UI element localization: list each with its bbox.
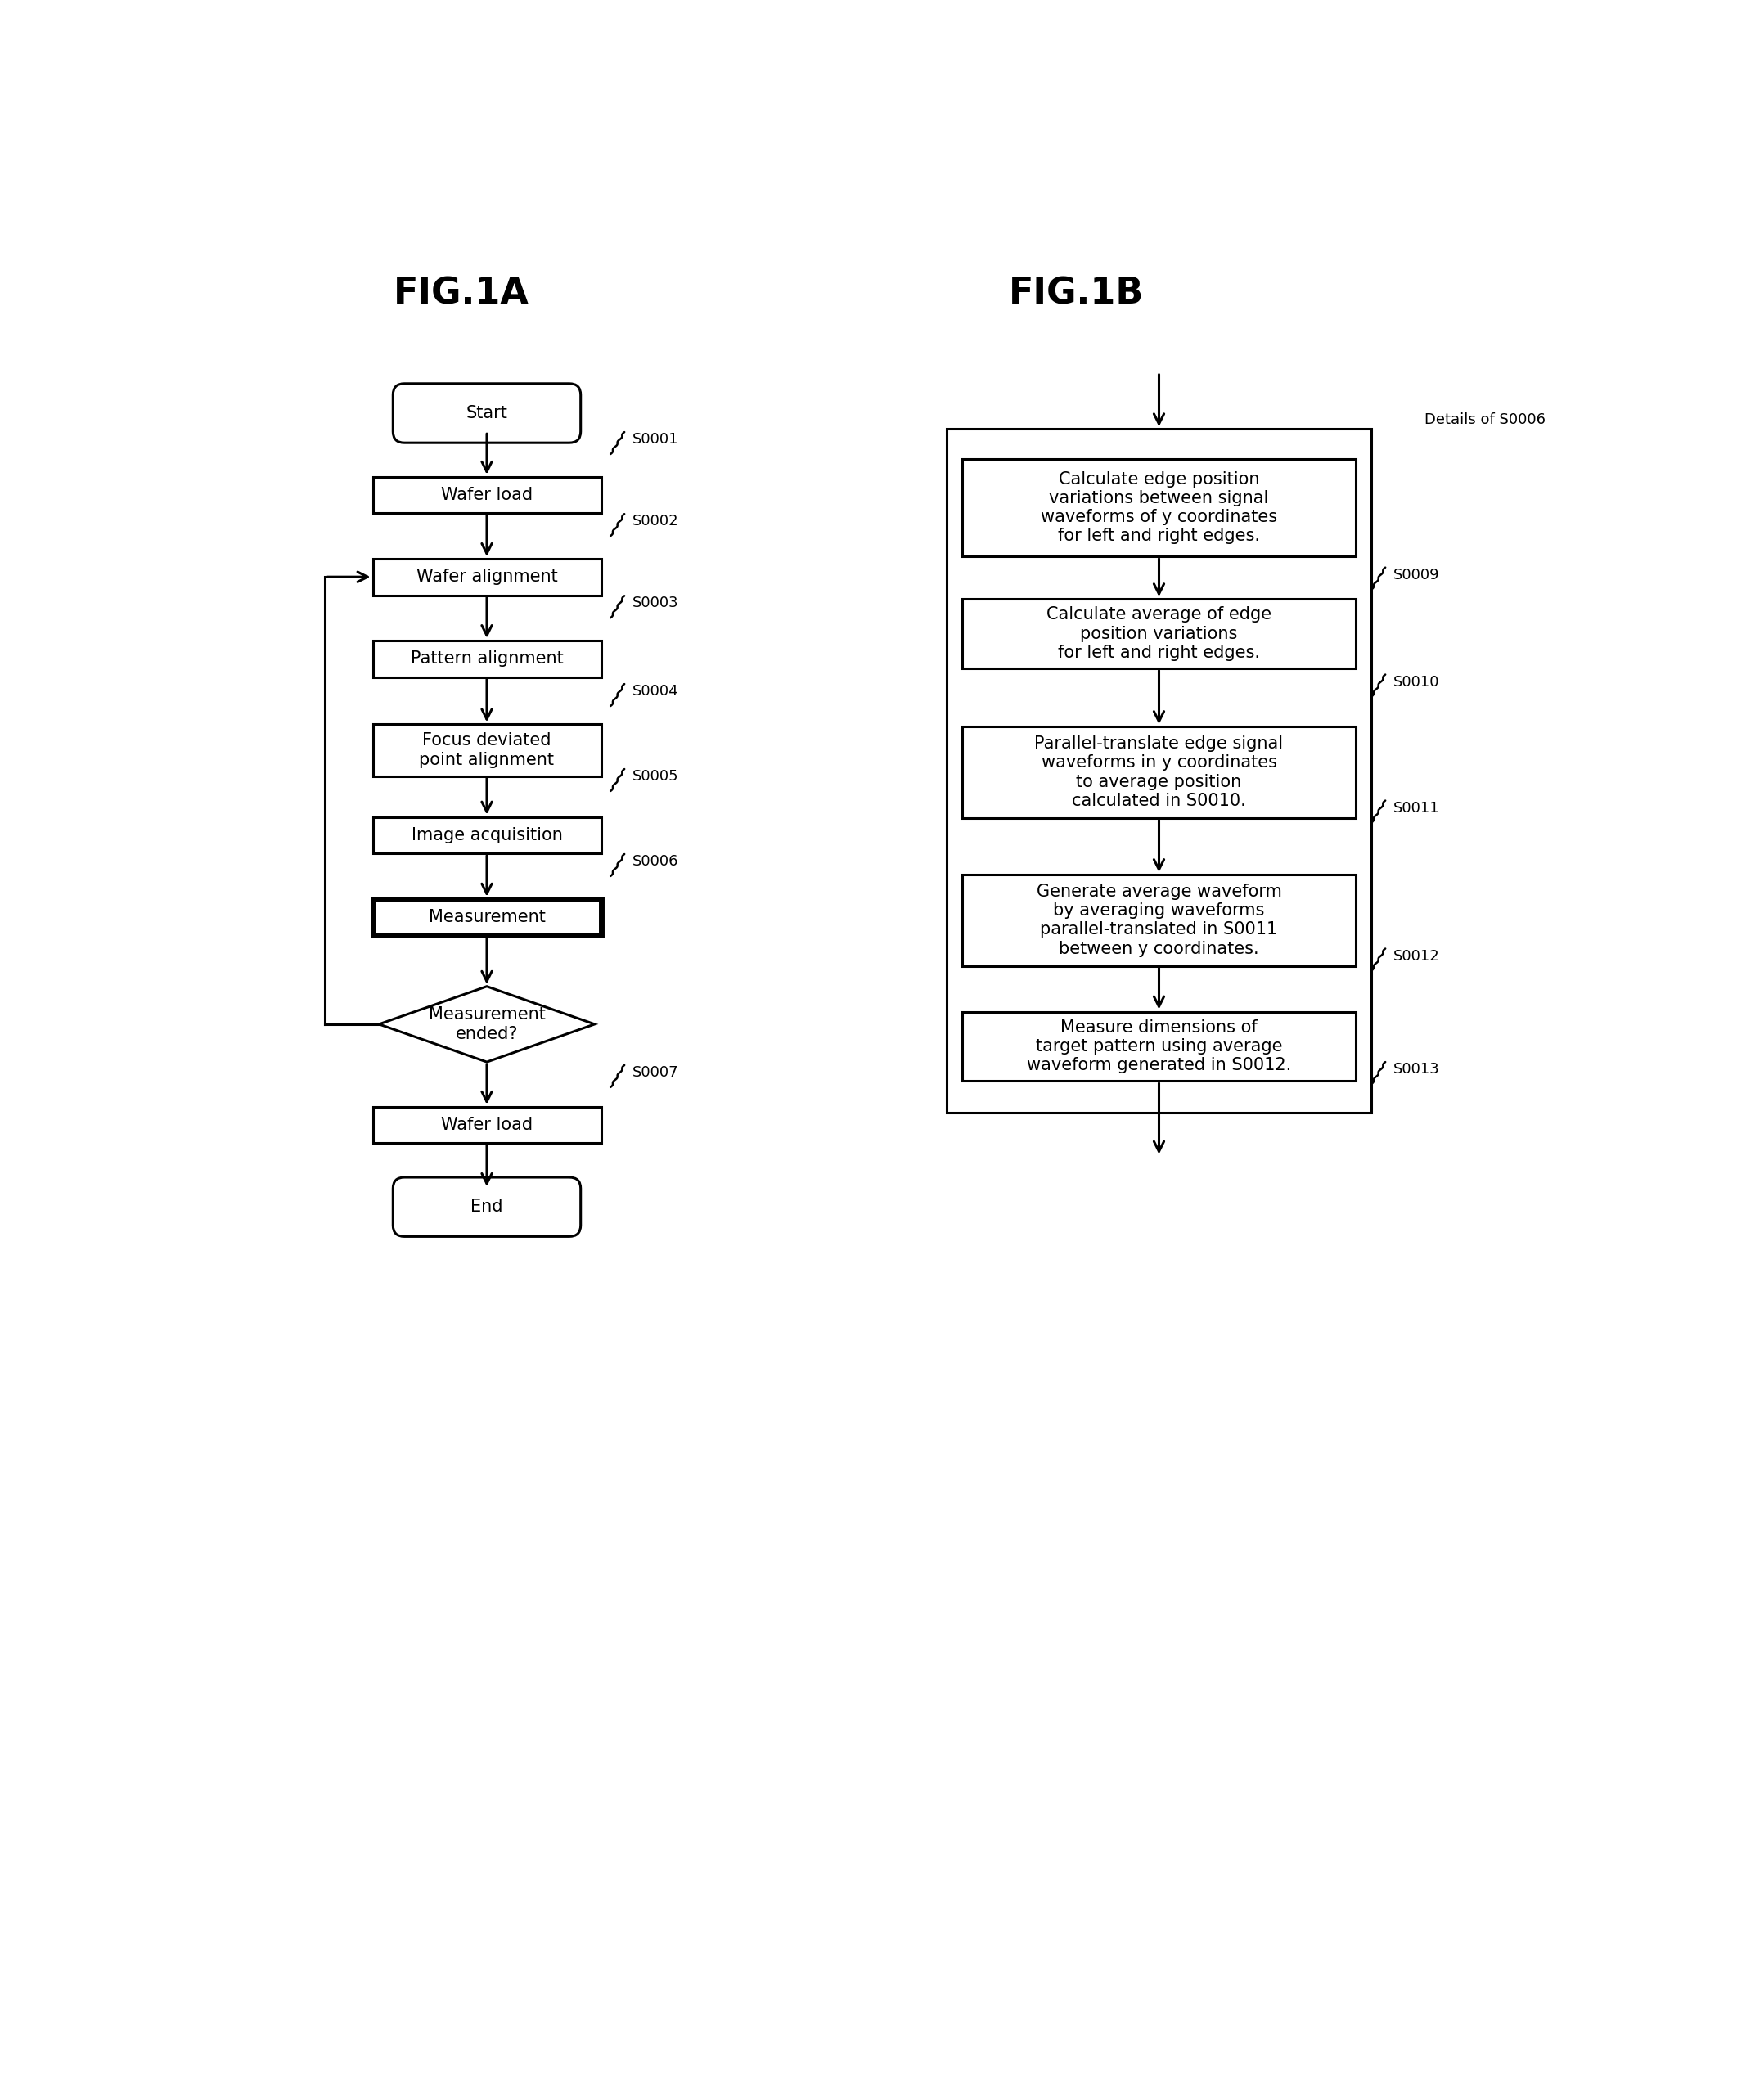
Text: S0002: S0002 [633, 513, 679, 528]
Text: S0011: S0011 [1394, 800, 1439, 815]
Bar [947, 428, 1371, 1112]
Polygon shape [379, 987, 594, 1062]
Text: Wafer alignment: Wafer alignment [416, 569, 557, 586]
Text: Measure dimensions of
target pattern using average
waveform generated in S0012.: Measure dimensions of target pattern usi… [1027, 1018, 1291, 1074]
Text: S0013: S0013 [1394, 1062, 1439, 1076]
Text: S0005: S0005 [633, 769, 679, 783]
Bar [963, 1012, 1355, 1081]
Text: Parallel-translate edge signal
waveforms in y coordinates
to average position
ca: Parallel-translate edge signal waveforms… [1034, 736, 1284, 808]
Bar [372, 817, 602, 854]
Bar [963, 598, 1355, 669]
Text: S0004: S0004 [633, 684, 679, 698]
Text: FIG.1B: FIG.1B [1009, 276, 1145, 312]
Text: Calculate average of edge
position variations
for left and right edges.: Calculate average of edge position varia… [1046, 607, 1272, 661]
Text: Calculate edge position
variations between signal
waveforms of y coordinates
for: Calculate edge position variations betwe… [1041, 472, 1277, 544]
Text: Wafer load: Wafer load [441, 1116, 533, 1133]
Text: Generate average waveform
by averaging waveforms
parallel-translated in S0011
be: Generate average waveform by averaging w… [1035, 883, 1282, 956]
Bar [963, 727, 1355, 819]
Bar [372, 559, 602, 594]
Bar [372, 1108, 602, 1143]
Text: Start: Start [466, 405, 508, 422]
Bar [372, 900, 602, 935]
Text: End: End [471, 1199, 503, 1216]
Text: S0006: S0006 [633, 854, 679, 869]
FancyBboxPatch shape [393, 1178, 580, 1236]
Text: Image acquisition: Image acquisition [411, 827, 563, 844]
Text: Details of S0006: Details of S0006 [1425, 411, 1545, 426]
Bar [372, 476, 602, 513]
Bar [372, 725, 602, 775]
Text: Measurement: Measurement [429, 908, 545, 925]
Bar [963, 459, 1355, 557]
Text: S0003: S0003 [633, 596, 679, 611]
Text: S0012: S0012 [1394, 948, 1439, 964]
Text: FIG.1A: FIG.1A [393, 276, 529, 312]
Text: Focus deviated
point alignment: Focus deviated point alignment [420, 734, 554, 769]
Text: S0001: S0001 [633, 432, 679, 447]
Bar [372, 640, 602, 677]
FancyBboxPatch shape [393, 384, 580, 443]
Text: Measurement
ended?: Measurement ended? [429, 1006, 545, 1041]
Bar [963, 875, 1355, 966]
Text: Pattern alignment: Pattern alignment [411, 650, 563, 667]
Text: S0009: S0009 [1394, 567, 1439, 582]
Text: S0007: S0007 [633, 1066, 679, 1081]
Text: S0010: S0010 [1394, 675, 1439, 690]
Text: Wafer load: Wafer load [441, 486, 533, 503]
